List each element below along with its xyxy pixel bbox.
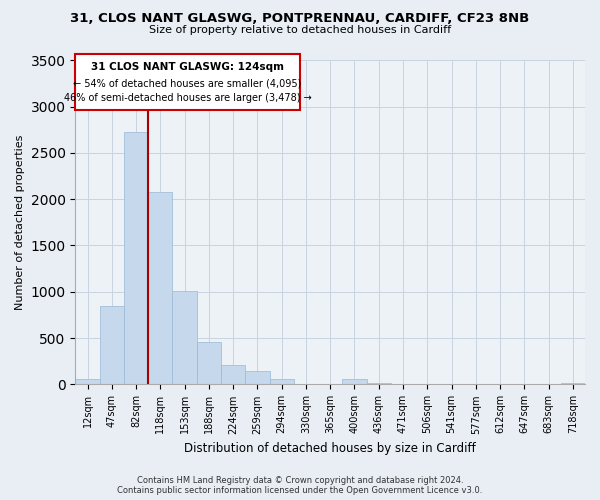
- Bar: [124, 132, 148, 384]
- Text: 31, CLOS NANT GLASWG, PONTPRENNAU, CARDIFF, CF23 8NB: 31, CLOS NANT GLASWG, PONTPRENNAU, CARDI…: [70, 12, 530, 26]
- Bar: [148, 192, 172, 384]
- Bar: [561, 382, 585, 384]
- Bar: [343, 380, 367, 384]
- Y-axis label: Number of detached properties: Number of detached properties: [15, 134, 25, 310]
- Text: Contains HM Land Registry data © Crown copyright and database right 2024.: Contains HM Land Registry data © Crown c…: [137, 476, 463, 485]
- Text: Size of property relative to detached houses in Cardiff: Size of property relative to detached ho…: [149, 25, 451, 35]
- Text: Contains public sector information licensed under the Open Government Licence v3: Contains public sector information licen…: [118, 486, 482, 495]
- Bar: [172, 291, 197, 384]
- FancyBboxPatch shape: [76, 54, 299, 110]
- Text: ← 54% of detached houses are smaller (4,095): ← 54% of detached houses are smaller (4,…: [73, 78, 302, 88]
- Bar: [367, 382, 391, 384]
- Bar: [269, 380, 294, 384]
- X-axis label: Distribution of detached houses by size in Cardiff: Distribution of detached houses by size …: [184, 442, 476, 455]
- Bar: [245, 370, 269, 384]
- Bar: [100, 306, 124, 384]
- Bar: [197, 342, 221, 384]
- Bar: [221, 365, 245, 384]
- Text: 31 CLOS NANT GLASWG: 124sqm: 31 CLOS NANT GLASWG: 124sqm: [91, 62, 284, 72]
- Bar: [76, 380, 100, 384]
- Text: 46% of semi-detached houses are larger (3,478) →: 46% of semi-detached houses are larger (…: [64, 92, 311, 102]
